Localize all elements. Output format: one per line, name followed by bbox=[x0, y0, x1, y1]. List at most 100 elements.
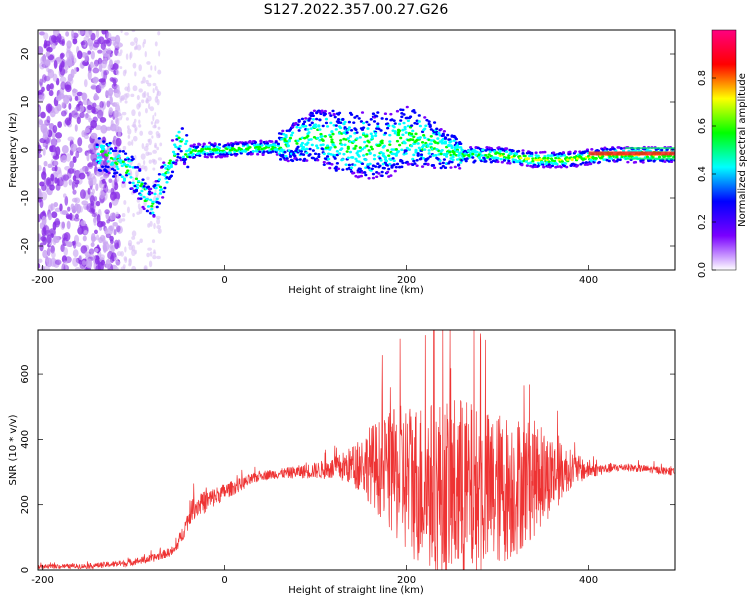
spectrogram-cell bbox=[151, 239, 156, 244]
spectrogram-cell bbox=[208, 147, 212, 151]
spectrogram-cell bbox=[297, 129, 301, 132]
spectrogram-cell bbox=[287, 138, 291, 142]
spectrogram-cell bbox=[413, 111, 417, 114]
spectrogram-cell bbox=[310, 121, 314, 125]
spectrogram-cell bbox=[395, 109, 400, 113]
spectrogram-cell bbox=[431, 164, 436, 167]
spectrogram-cell bbox=[98, 159, 103, 162]
spectrogram-cell bbox=[53, 30, 60, 37]
spectrogram-cell bbox=[374, 131, 378, 135]
spectrogram-cell bbox=[621, 149, 626, 153]
spectrogram-cell bbox=[415, 164, 419, 167]
spectrogram-cell bbox=[121, 213, 126, 218]
spectrogram-cell bbox=[459, 151, 463, 154]
spectrogram-cell bbox=[508, 161, 512, 165]
spectrogram-cell bbox=[72, 88, 77, 97]
spectrogram-cell bbox=[346, 128, 350, 132]
spectrogram-cell bbox=[334, 169, 338, 172]
spectrogram-cell bbox=[79, 189, 86, 199]
spectrogram-cell bbox=[328, 166, 332, 170]
snr-x-tick-label: -200 bbox=[31, 575, 54, 586]
spectrogram-cell bbox=[317, 124, 321, 127]
spectrogram-cell bbox=[56, 178, 60, 186]
spectrogram-cell bbox=[60, 221, 65, 230]
spectrogram-cell bbox=[100, 259, 106, 266]
spectrogram-cell bbox=[65, 153, 71, 162]
spectrogram-cell bbox=[66, 220, 71, 230]
spectrogram-cell bbox=[415, 158, 419, 162]
spectrogram-cell bbox=[43, 32, 49, 40]
spectrogram-cell bbox=[69, 160, 75, 169]
spectrogram-cell bbox=[60, 53, 64, 60]
colorbar-tick-label: 0.0 bbox=[697, 262, 708, 278]
spectrogram-cell bbox=[142, 207, 146, 211]
snr-y-label: SNR (10 * v/v) bbox=[8, 414, 19, 485]
spectrogram-cell bbox=[146, 252, 150, 258]
spectrogram-cell bbox=[312, 109, 317, 113]
spectrogram-cell bbox=[74, 197, 81, 204]
spectrogram-cell bbox=[42, 148, 46, 156]
spectrogram-cell bbox=[149, 106, 155, 112]
spectrogram-cell bbox=[505, 147, 509, 150]
spectrogram-cell bbox=[117, 154, 121, 157]
spectrogram-cell bbox=[40, 235, 46, 242]
spectrogram-cell bbox=[106, 48, 112, 55]
spectrogram-cell bbox=[517, 149, 521, 153]
spectrogram-cell bbox=[74, 213, 79, 219]
spectrogram-cell bbox=[80, 245, 88, 254]
spectrogram-cell bbox=[152, 159, 158, 165]
spectrogram-cell bbox=[81, 130, 86, 138]
spectrogram-cell bbox=[119, 66, 123, 70]
spectrogram-cell bbox=[155, 197, 159, 201]
spectrogram-cell bbox=[560, 160, 564, 163]
spectrogram-cell bbox=[126, 125, 130, 130]
spectrogram-cell bbox=[406, 162, 410, 166]
spectrogram-cell bbox=[150, 191, 154, 195]
spectrogram-cell bbox=[76, 50, 83, 60]
spectrogram-cell bbox=[127, 243, 132, 247]
spectrogram-cell bbox=[115, 137, 122, 147]
spectrogram-cell bbox=[352, 140, 356, 143]
spectrogram-cell bbox=[208, 145, 212, 149]
spectrogram-cell bbox=[542, 165, 546, 169]
spectrogram-cell bbox=[387, 167, 391, 171]
spectrogram-cell bbox=[507, 159, 511, 163]
spectrogram-cell bbox=[72, 156, 77, 163]
spectrogram-cell bbox=[109, 254, 115, 264]
spectrogram-cell bbox=[131, 157, 135, 161]
spectrogram-cell bbox=[84, 52, 88, 63]
spectrogram-cell bbox=[92, 217, 97, 224]
spectrogram-cell bbox=[69, 212, 73, 221]
spectrogram-cell bbox=[114, 102, 120, 107]
spectrogram-cell bbox=[291, 159, 295, 163]
spectrogram-cell bbox=[90, 242, 95, 248]
spectrogram-cell bbox=[459, 161, 463, 164]
spectrogram-cell bbox=[150, 65, 153, 71]
spectrogram-cell bbox=[55, 95, 62, 101]
spectrogram-cell bbox=[136, 94, 140, 101]
spectrogram-cell bbox=[106, 93, 113, 98]
spectrogram-cell bbox=[104, 227, 109, 235]
spectrogram-cell bbox=[109, 243, 114, 249]
spectrogram-cell bbox=[410, 124, 414, 127]
spectrogram-cell bbox=[45, 51, 51, 57]
spectrogram-cell bbox=[361, 132, 366, 135]
snr-series-line bbox=[38, 330, 675, 570]
spectrogram-cell bbox=[131, 181, 135, 185]
spectrogram-cell bbox=[379, 159, 383, 162]
spectrogram-cell bbox=[342, 152, 346, 156]
spectrogram-cell bbox=[293, 154, 297, 158]
spectrogram-cell bbox=[340, 143, 344, 146]
spectrogram-cell bbox=[343, 143, 347, 147]
spectrogram-cell bbox=[38, 144, 42, 154]
spectrogram-cell bbox=[84, 30, 92, 38]
spectrogram-cell bbox=[536, 154, 540, 158]
spectrogram-cell bbox=[327, 157, 331, 161]
spectrogram-cell bbox=[137, 203, 141, 210]
spectrogram-cell bbox=[87, 161, 94, 170]
spectrogram-cell bbox=[39, 222, 44, 230]
spectrogram-cell bbox=[53, 220, 61, 226]
spectrogram-cell bbox=[376, 111, 380, 114]
spectrogram-cell bbox=[154, 112, 157, 117]
spectrogram-cell bbox=[570, 158, 574, 162]
